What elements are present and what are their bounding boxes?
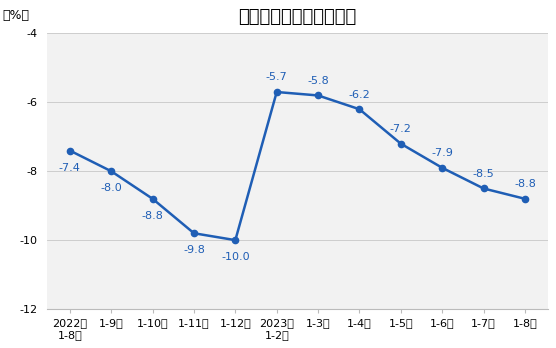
Text: -5.7: -5.7 xyxy=(266,72,287,82)
Text: -7.9: -7.9 xyxy=(431,148,453,158)
Title: 全国房地产开发投资增速: 全国房地产开发投资增速 xyxy=(239,8,356,26)
Text: -8.8: -8.8 xyxy=(514,179,536,189)
Text: （%）: （%） xyxy=(2,9,29,22)
Text: -5.8: -5.8 xyxy=(307,76,329,86)
Text: -10.0: -10.0 xyxy=(221,252,250,262)
Text: -6.2: -6.2 xyxy=(349,89,370,100)
Text: -8.8: -8.8 xyxy=(142,211,163,221)
Text: -8.0: -8.0 xyxy=(101,183,122,193)
Text: -7.2: -7.2 xyxy=(390,124,412,134)
Text: -8.5: -8.5 xyxy=(473,169,494,179)
Text: -7.4: -7.4 xyxy=(59,163,81,173)
Text: -9.8: -9.8 xyxy=(183,245,205,255)
